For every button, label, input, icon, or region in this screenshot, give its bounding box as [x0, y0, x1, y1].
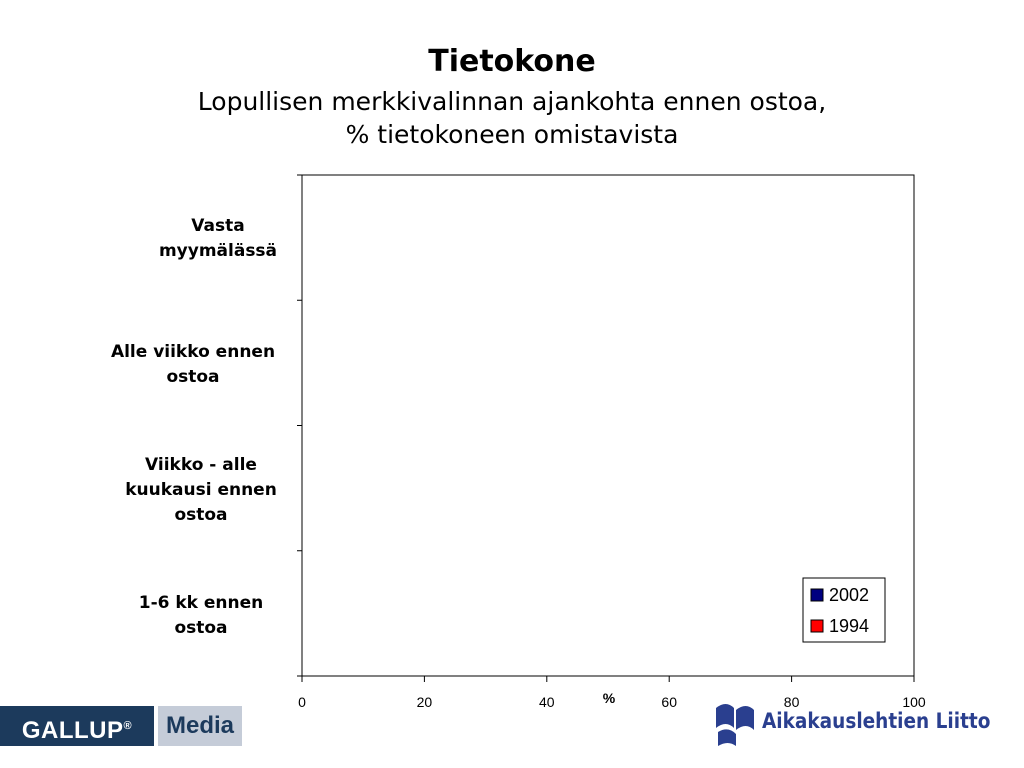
x-tick-label: 60	[661, 694, 677, 710]
category-label-3-line-3: ostoa	[174, 505, 228, 525]
category-label-4: 1-6 kk ennen ostoa	[101, 591, 301, 641]
registered-mark: ®	[123, 720, 133, 732]
legend-swatch-2002	[810, 588, 824, 602]
category-label-3: Viikko - alle kuukausi ennen ostoa	[101, 453, 301, 528]
gallup-logo-word: GALLUP®	[0, 706, 154, 746]
x-tick-label: 80	[784, 694, 800, 710]
legend-label-2002: 2002	[829, 585, 869, 605]
aikakaus-logo-text: Aikakauslehtien Liitto	[762, 709, 991, 733]
gallup-logo-text: GALLUP	[21, 717, 124, 744]
category-label-1-line-1: Vasta	[191, 216, 245, 236]
legend-swatch-1994	[810, 619, 824, 633]
x-tick-label: 20	[417, 694, 433, 710]
category-label-4-line-1: 1-6 kk ennen	[138, 593, 264, 613]
x-tick-label: 100	[902, 694, 926, 710]
x-tick-label: 0	[298, 694, 306, 710]
category-label-3-line-2: kuukausi ennen	[125, 480, 277, 500]
chart-subtitle-line-2: % tietokoneen omistavista	[345, 120, 679, 149]
gallup-media-logo: GALLUP® Media	[0, 706, 242, 746]
category-label-1-line-2: myymälässä	[158, 241, 278, 261]
category-label-2: Alle viikko ennen ostoa	[93, 340, 293, 390]
legend-label-1994: 1994	[829, 616, 869, 636]
legend: 2002 1994	[802, 577, 886, 643]
chart-title: Tietokone	[428, 44, 596, 79]
x-axis-label: %	[603, 690, 616, 706]
category-label-4-line-2: ostoa	[174, 618, 228, 638]
x-tick-label: 40	[539, 694, 555, 710]
category-label-2-line-2: ostoa	[166, 367, 220, 387]
category-label-1: Vasta myymälässä	[118, 214, 318, 264]
category-label-3-line-1: Viikko - alle	[145, 455, 257, 475]
category-label-2-line-1: Alle viikko ennen	[110, 342, 276, 362]
gallup-logo-media: Media	[158, 706, 242, 746]
aikakaus-emblem-icon	[716, 704, 754, 746]
aikakauslehtien-liitto-logo: Aikakauslehtien Liitto	[712, 698, 990, 750]
chart-subtitle-line-1: Lopullisen merkkivalinnan ajankohta enne…	[197, 87, 827, 116]
